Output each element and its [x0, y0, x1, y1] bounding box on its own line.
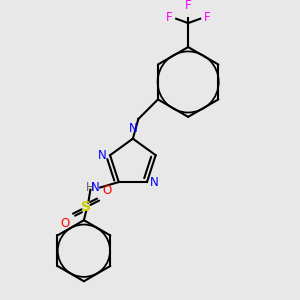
Text: N: N — [150, 176, 159, 188]
Text: F: F — [203, 11, 210, 24]
Text: S: S — [81, 200, 91, 214]
Text: H: H — [86, 181, 95, 194]
Text: N: N — [98, 149, 107, 162]
Text: F: F — [166, 11, 173, 24]
Text: N: N — [128, 122, 137, 135]
Text: N: N — [90, 181, 99, 194]
Text: O: O — [61, 217, 70, 230]
Text: F: F — [185, 0, 191, 12]
Text: O: O — [102, 184, 112, 197]
